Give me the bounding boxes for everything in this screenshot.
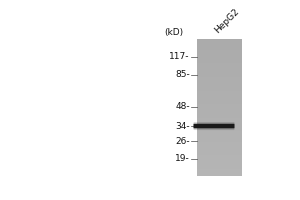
Text: HepG2: HepG2	[213, 7, 241, 35]
FancyBboxPatch shape	[194, 122, 235, 130]
Bar	[197, 60, 242, 63]
Bar	[197, 67, 242, 70]
Text: 34-: 34-	[175, 122, 190, 131]
Bar	[197, 94, 242, 97]
Bar	[197, 148, 242, 152]
Bar	[197, 80, 242, 84]
Bar	[197, 39, 242, 43]
Bar	[197, 162, 242, 165]
Bar	[197, 56, 242, 60]
Bar	[197, 70, 242, 73]
Bar	[197, 101, 242, 104]
Bar	[197, 91, 242, 94]
Bar	[197, 152, 242, 155]
Bar	[197, 50, 242, 53]
Text: (kD): (kD)	[164, 28, 183, 37]
Text: 19-: 19-	[175, 154, 190, 163]
Bar	[197, 125, 242, 128]
Bar	[197, 145, 242, 148]
Bar	[197, 46, 242, 50]
FancyBboxPatch shape	[194, 123, 235, 129]
Text: 48-: 48-	[175, 102, 190, 111]
FancyBboxPatch shape	[194, 124, 235, 128]
Bar	[197, 131, 242, 135]
Bar	[197, 87, 242, 91]
Bar	[197, 159, 242, 162]
Text: 26-: 26-	[175, 137, 190, 146]
Bar	[197, 84, 242, 87]
Bar	[197, 114, 242, 118]
Bar	[197, 43, 242, 46]
Bar	[197, 135, 242, 138]
Bar	[197, 53, 242, 56]
Text: 117-: 117-	[169, 52, 190, 61]
Bar	[197, 108, 242, 111]
Bar	[197, 155, 242, 159]
Bar	[197, 77, 242, 80]
Bar	[197, 111, 242, 114]
Bar	[197, 97, 242, 101]
Bar	[197, 165, 242, 169]
Bar	[197, 142, 242, 145]
Bar	[197, 128, 242, 131]
Bar	[197, 172, 242, 176]
Bar	[197, 121, 242, 125]
Bar	[197, 169, 242, 172]
Bar	[197, 138, 242, 142]
Text: 85-: 85-	[175, 70, 190, 79]
Bar	[197, 104, 242, 108]
Bar	[197, 73, 242, 77]
Bar	[197, 63, 242, 67]
Bar	[197, 118, 242, 121]
